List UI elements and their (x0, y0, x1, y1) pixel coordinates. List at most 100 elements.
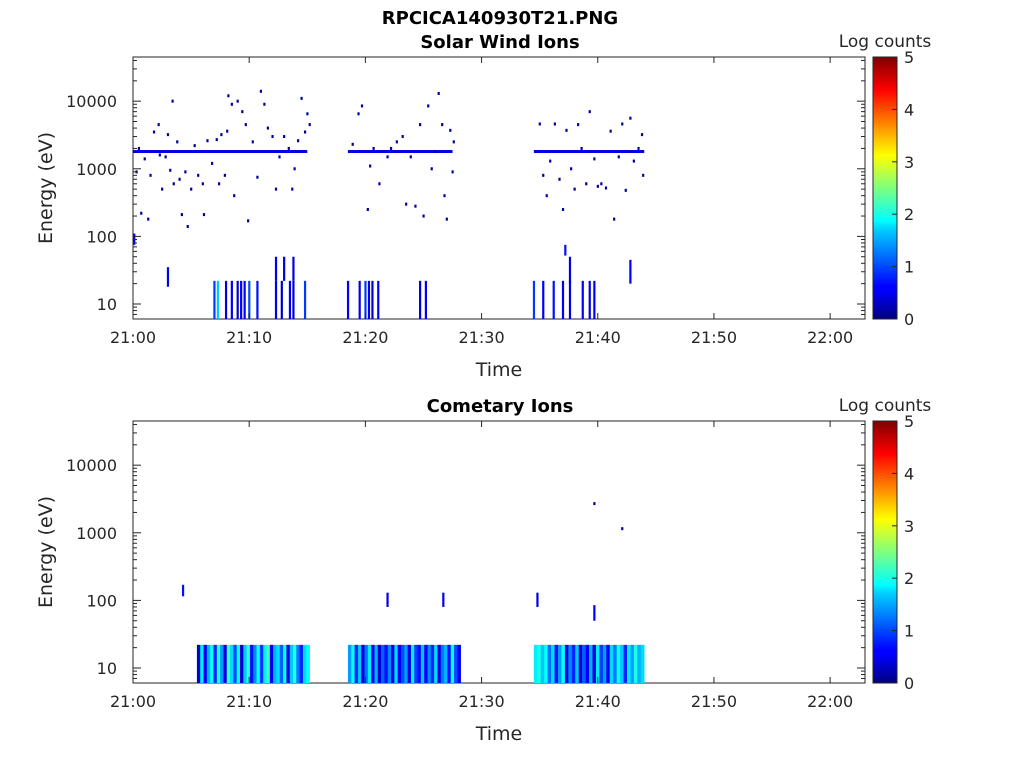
count-column (397, 644, 402, 683)
count-point (401, 135, 404, 139)
colorbar-tick-label: 2 (904, 569, 914, 588)
count-bar (256, 280, 259, 319)
count-bar (367, 280, 371, 319)
count-bar (561, 280, 565, 319)
count-column (273, 644, 277, 683)
count-column (371, 644, 375, 683)
count-segment (274, 256, 278, 281)
count-column (374, 644, 379, 683)
colorbar (872, 420, 898, 684)
count-bar (568, 280, 572, 319)
count-bar (346, 280, 350, 319)
count-column (602, 644, 607, 683)
count-point (414, 204, 417, 208)
count-point (427, 104, 430, 108)
x-tick-label: 21:30 (459, 692, 505, 711)
count-bar (371, 280, 374, 319)
count-column (407, 644, 412, 683)
count-point (418, 123, 422, 127)
count-point (617, 155, 620, 159)
count-point (593, 157, 596, 161)
count-point (223, 173, 226, 177)
y-axis-label: Energy (eV) (35, 496, 57, 608)
x-tick-label: 21:00 (110, 328, 156, 347)
count-bar (243, 280, 246, 319)
colorbar-tick-label: 3 (904, 153, 914, 172)
count-column (299, 644, 304, 683)
count-column (427, 644, 432, 683)
colorbar-tick-label: 1 (904, 258, 914, 277)
count-column (616, 644, 621, 683)
count-column (364, 644, 369, 683)
count-point (190, 187, 193, 191)
x-tick-label: 21:20 (342, 328, 388, 347)
count-column (440, 644, 445, 683)
count-column (589, 644, 593, 683)
count-point (220, 133, 223, 137)
count-column (599, 644, 604, 683)
count-point (437, 91, 440, 95)
count-point (389, 146, 393, 150)
count-point (300, 96, 303, 100)
x-axis: 21:00 21:10 21:20 21:30 21:40 21:50 22:00 (110, 421, 853, 711)
count-point (259, 89, 263, 93)
panel-cometary-ions: Cometary Ions 21:00 21:10 21:20 21:30 21:40 2… (35, 396, 931, 745)
count-column (206, 644, 211, 683)
count-column (279, 644, 284, 683)
plot-area (132, 420, 866, 684)
count-column (223, 644, 228, 683)
count-column (437, 644, 442, 683)
count-point (147, 217, 150, 221)
count-column (558, 644, 562, 683)
count-column (381, 644, 385, 683)
count-point (244, 123, 247, 127)
count-column (420, 644, 425, 683)
count-point (549, 159, 552, 163)
count-column (613, 644, 617, 683)
count-point (233, 194, 236, 198)
count-point (430, 167, 433, 171)
y-tick-label: 100 (86, 227, 117, 246)
count-column (606, 644, 611, 683)
x-tick-label: 21:20 (342, 692, 388, 711)
count-point (434, 150, 437, 154)
count-point (140, 211, 143, 215)
count-point (287, 146, 290, 150)
x-tick-label: 21:30 (459, 328, 505, 347)
count-column (457, 644, 461, 683)
count-point (570, 167, 573, 171)
colorbar-tick-label: 5 (904, 412, 914, 431)
count-point (409, 155, 412, 159)
x-tick-label: 22:00 (807, 328, 853, 347)
colorbar-tick-label: 4 (904, 100, 914, 119)
energy-band (133, 150, 308, 154)
count-column (276, 644, 281, 683)
count-bar (424, 280, 427, 319)
count-column (533, 644, 538, 683)
count-bar (213, 280, 216, 319)
count-bar (364, 280, 367, 319)
count-column (585, 644, 590, 683)
x-tick-label: 21:10 (226, 328, 272, 347)
count-point (372, 146, 375, 150)
count-point (441, 123, 444, 127)
x-tick-label: 21:00 (110, 692, 156, 711)
colorbar-tick-label: 3 (904, 517, 914, 536)
count-point (422, 214, 425, 218)
count-point (600, 182, 603, 186)
count-point (351, 142, 354, 146)
x-axis-label: Time (475, 359, 523, 381)
count-point (251, 140, 254, 144)
colorbar-tick-label: 4 (904, 464, 914, 483)
count-point (542, 173, 545, 177)
count-point (588, 110, 591, 114)
count-point (197, 173, 200, 177)
count-point (186, 225, 189, 229)
count-point (236, 99, 239, 103)
count-point (206, 139, 209, 143)
count-bar (274, 280, 278, 319)
count-segment (629, 259, 632, 284)
count-point (629, 116, 632, 120)
count-point (227, 94, 230, 98)
